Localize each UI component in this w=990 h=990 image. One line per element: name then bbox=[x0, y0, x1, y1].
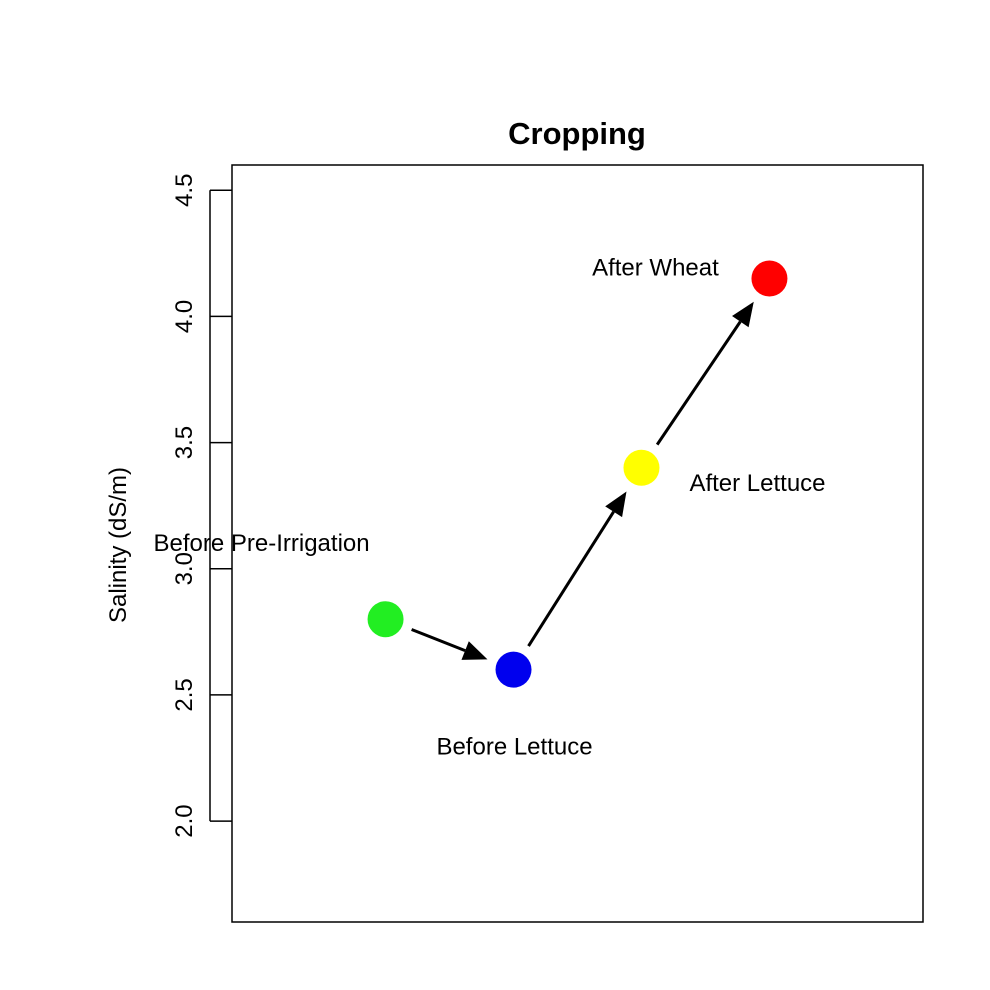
y-tick-label: 2.5 bbox=[171, 678, 198, 711]
y-tick-label: 4.5 bbox=[171, 174, 198, 207]
y-tick-label: 4.0 bbox=[171, 300, 198, 333]
y-axis: 2.0 2.5 3.0 3.5 4.0 4.5 bbox=[171, 174, 232, 838]
data-point bbox=[623, 449, 660, 486]
y-tick-label: 2.0 bbox=[171, 804, 198, 837]
arrow bbox=[527, 491, 627, 647]
point-label: After Lettuce bbox=[689, 470, 825, 497]
data-point bbox=[367, 601, 404, 638]
point-label: Before Lettuce bbox=[436, 734, 592, 761]
point-label: After Wheat bbox=[592, 255, 719, 282]
chart-title: Cropping bbox=[508, 116, 646, 151]
y-tick-label: 3.0 bbox=[171, 552, 198, 585]
points bbox=[367, 260, 788, 688]
arrows bbox=[411, 301, 754, 660]
data-point bbox=[495, 651, 532, 688]
arrow bbox=[411, 628, 488, 660]
y-tick-label: 3.5 bbox=[171, 426, 198, 459]
y-axis-label: Salinity (dS/m) bbox=[105, 467, 132, 623]
arrow bbox=[655, 301, 754, 446]
data-point bbox=[751, 260, 788, 297]
point-label: Before Pre-Irrigation bbox=[154, 530, 370, 557]
point-labels: Before Pre-Irrigation Before Lettuce After… bbox=[154, 255, 826, 761]
plot-frame bbox=[231, 164, 924, 923]
